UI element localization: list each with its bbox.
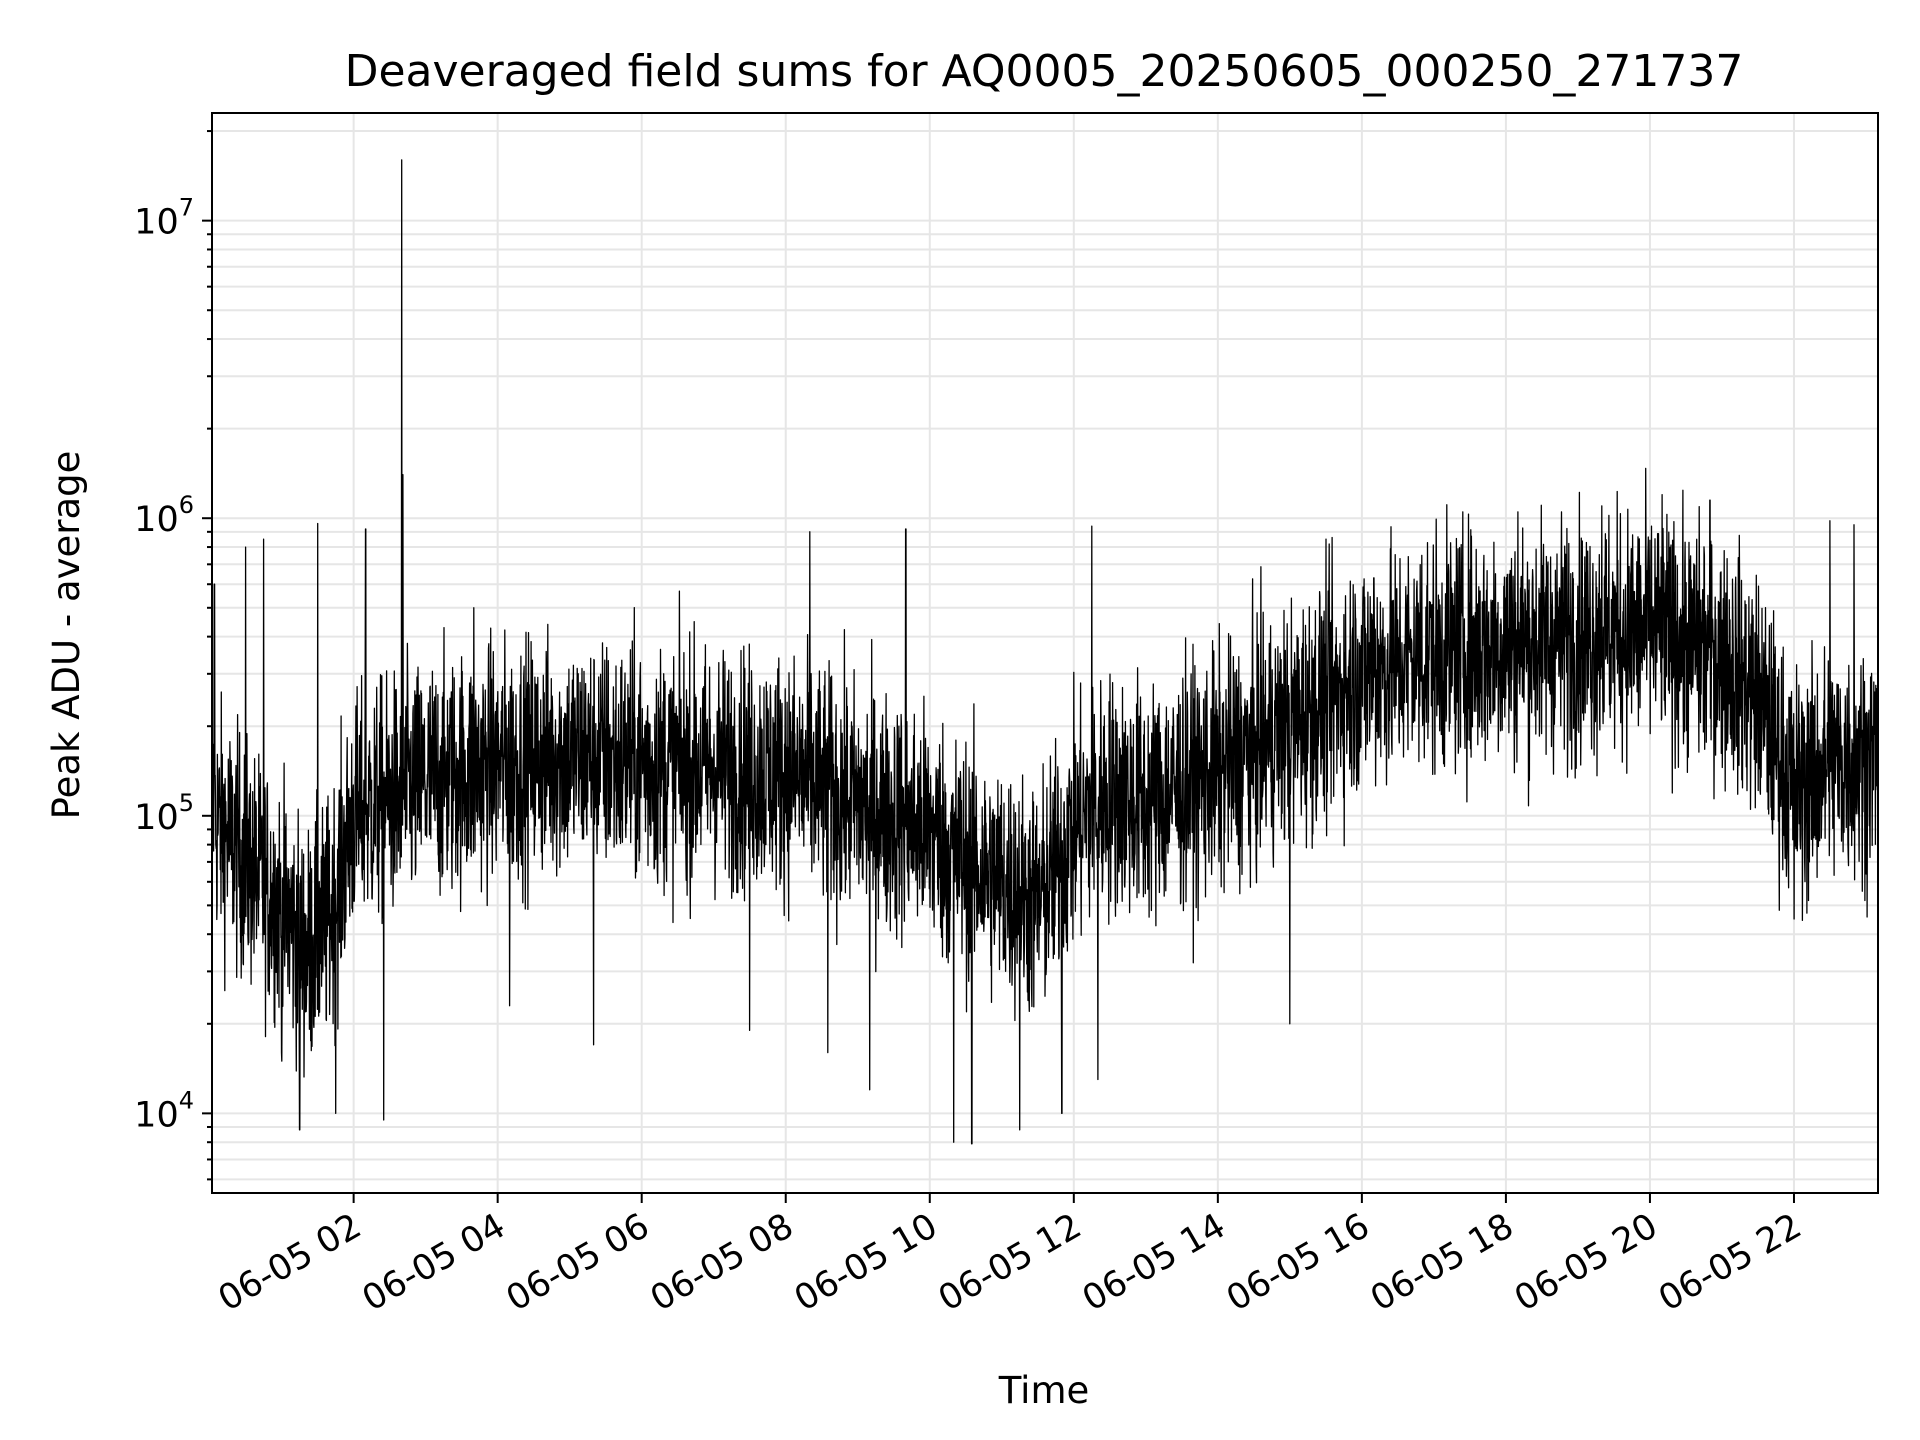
chart-title: Deaveraged field sums for AQ0005_2025060… [345,46,1744,97]
series-layer [211,159,1879,1145]
y-tick-label: 105 [134,789,194,838]
y-tick-base: 10 [134,500,179,540]
y-tick-base: 10 [134,798,179,838]
y-tick-exponent: 6 [179,491,194,519]
y-tick-exponent: 4 [179,1086,194,1114]
y-tick-exponent: 5 [179,789,194,817]
y-tick-label: 106 [134,491,194,540]
x-axis-label: Time [998,1369,1090,1412]
y-tick-label: 104 [134,1086,194,1135]
y-axis-label: Peak ADU - average [45,451,88,820]
y-tick-exponent: 7 [179,194,194,222]
y-tick-base: 10 [134,203,179,243]
y-tick-base: 10 [134,1095,179,1135]
plot-frame [211,112,1879,1194]
y-tick-label: 107 [134,194,194,243]
series-line [211,159,1879,1145]
axes [202,112,1879,1203]
